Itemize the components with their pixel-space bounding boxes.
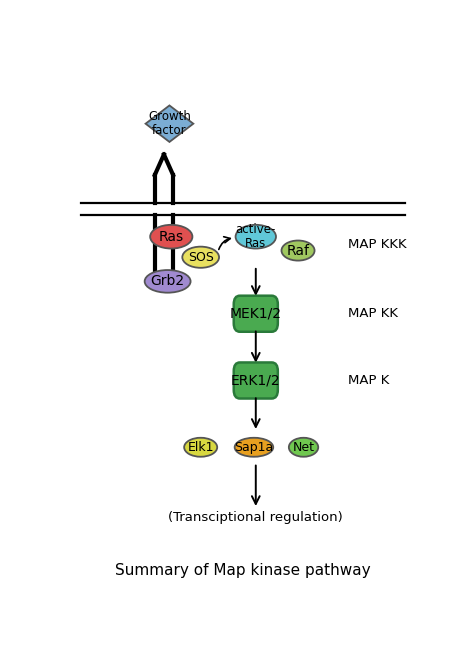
Text: MAP K: MAP K — [347, 374, 389, 387]
Text: Net: Net — [292, 441, 315, 454]
Text: Raf: Raf — [286, 243, 310, 257]
Text: Elk1: Elk1 — [187, 441, 214, 454]
Ellipse shape — [235, 438, 273, 457]
Text: Growth
factor: Growth factor — [148, 110, 191, 137]
Ellipse shape — [184, 438, 217, 457]
Ellipse shape — [282, 241, 315, 261]
Ellipse shape — [150, 225, 192, 249]
Text: SOS: SOS — [188, 251, 214, 263]
Text: ERK1/2: ERK1/2 — [231, 374, 281, 388]
Text: Sap1a: Sap1a — [234, 441, 273, 454]
Ellipse shape — [145, 270, 191, 293]
Text: Summary of Map kinase pathway: Summary of Map kinase pathway — [115, 563, 371, 578]
Text: Ras: Ras — [159, 229, 184, 243]
Polygon shape — [146, 105, 193, 142]
Text: MAP KKK: MAP KKK — [347, 238, 406, 251]
FancyBboxPatch shape — [234, 362, 278, 398]
Text: MEK1/2: MEK1/2 — [230, 307, 282, 321]
Text: MAP KK: MAP KK — [347, 307, 398, 320]
FancyBboxPatch shape — [234, 295, 278, 331]
Text: active-
Ras: active- Ras — [236, 223, 276, 250]
Ellipse shape — [289, 438, 318, 457]
Text: Grb2: Grb2 — [151, 274, 185, 288]
Ellipse shape — [182, 247, 219, 268]
Ellipse shape — [236, 225, 276, 249]
Text: (Transciptional regulation): (Transciptional regulation) — [168, 511, 343, 524]
